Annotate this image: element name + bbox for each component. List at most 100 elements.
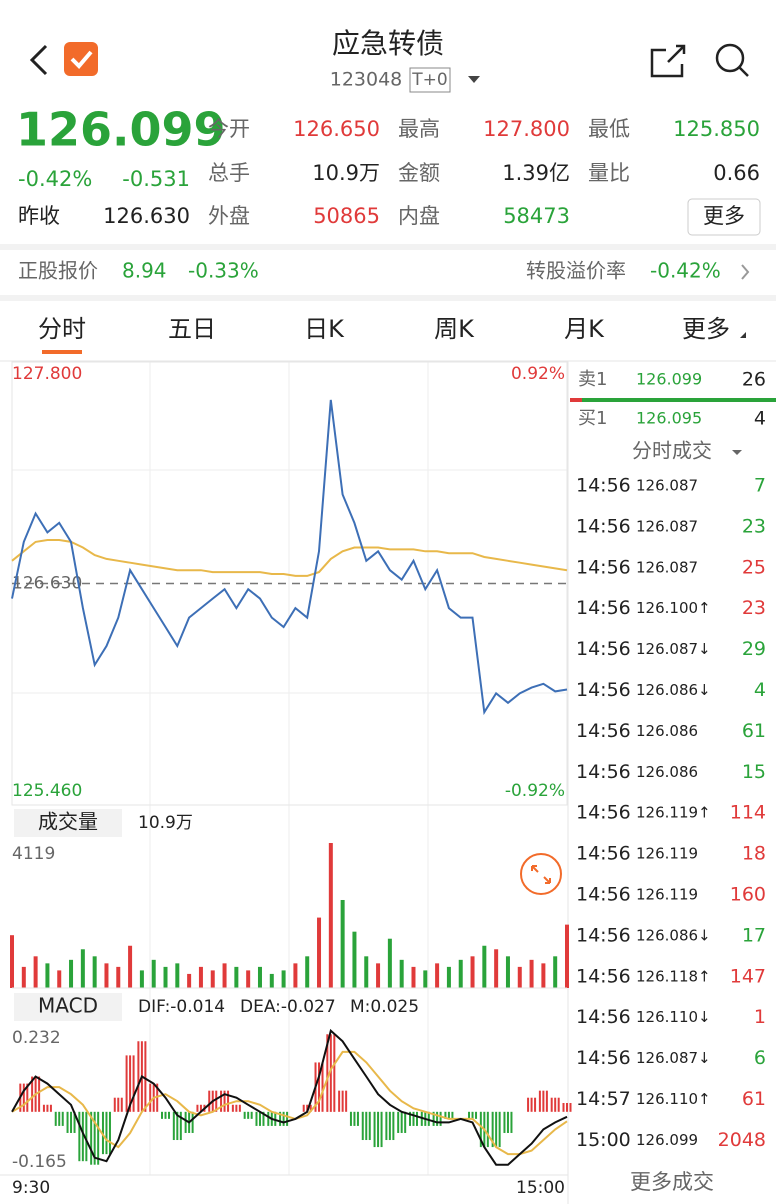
- expand-button[interactable]: [520, 853, 562, 895]
- field-value: 126.650: [293, 117, 380, 141]
- volume-bar: [10, 935, 14, 988]
- trade-price: 126.086↓: [636, 681, 711, 699]
- volume-bar: [151, 959, 156, 988]
- trade-qty: 1: [754, 1006, 766, 1028]
- more-button[interactable]: [687, 198, 761, 236]
- field-value: 10.9万: [312, 161, 380, 185]
- volume-bar: [246, 970, 251, 988]
- trade-price: 126.118↑: [636, 967, 711, 985]
- change-pct: -0.42%: [18, 167, 92, 191]
- more-button-label: 更多: [703, 204, 745, 228]
- volume-bar: [399, 959, 404, 988]
- trade-time: 14:56: [576, 965, 631, 987]
- trade-qty: 61: [742, 720, 766, 742]
- volume-bar: [458, 959, 463, 988]
- trade-qty: 160: [730, 884, 766, 906]
- y-tick-label: 4119: [12, 844, 55, 864]
- app-icon: [64, 42, 98, 76]
- volume-bar: [139, 970, 144, 988]
- dea-label: DEA:-0.027: [240, 997, 336, 1017]
- chevron[interactable]: [741, 264, 750, 280]
- tab-underline: [42, 350, 82, 354]
- badge: T+0: [411, 70, 447, 90]
- field-value: 50865: [313, 204, 380, 228]
- volume-bar: [175, 963, 180, 988]
- volume-label: 成交量: [38, 810, 98, 834]
- divider: [0, 295, 776, 301]
- trades-title: 分时成交: [632, 439, 712, 463]
- stock-label: 正股报价: [18, 259, 98, 283]
- trade-price: 126.099: [636, 1131, 698, 1149]
- trade-qty: 61: [742, 1088, 766, 1110]
- trade-time: 14:56: [576, 515, 631, 537]
- price-line: [11, 399, 568, 716]
- trade-qty: 15: [742, 761, 766, 783]
- field-label: 内盘: [398, 204, 440, 228]
- field-label: 最高: [398, 117, 440, 141]
- back-button[interactable]: [29, 44, 48, 76]
- field-label: 金额: [398, 161, 440, 185]
- book-label: 买1: [578, 408, 607, 429]
- trade-time: 14:57: [576, 1088, 631, 1110]
- trade-time: 15:00: [576, 1129, 631, 1151]
- field-value: 127.800: [483, 117, 570, 141]
- volume-bar: [376, 963, 381, 988]
- volume-bar: [446, 966, 451, 988]
- volume-bar: [517, 966, 522, 988]
- y2-tick-label: 0.92%: [511, 364, 565, 384]
- time-label: 9:30: [12, 1178, 50, 1198]
- volume-bar: [257, 966, 262, 988]
- field-label: 总手: [208, 161, 250, 185]
- trade-time: 14:56: [576, 720, 631, 742]
- y2-tick-label: -0.92%: [505, 781, 565, 801]
- volume-bar: [328, 843, 333, 988]
- book-qty: 4: [754, 408, 766, 430]
- volume-bar: [163, 966, 168, 988]
- search-button[interactable]: [715, 43, 749, 77]
- field-label: 量比: [588, 161, 630, 185]
- book-bar: [570, 398, 582, 402]
- trade-time: 14:56: [576, 638, 631, 660]
- tab: 周K: [434, 315, 475, 343]
- average-line: [11, 539, 568, 577]
- field-label: 今开: [208, 117, 250, 141]
- more-trades[interactable]: 更多成交: [630, 1170, 714, 1194]
- trade-price: 126.087: [636, 517, 698, 535]
- dif-line: [11, 1028, 568, 1166]
- trade-time: 14:56: [576, 597, 631, 619]
- trade-time: 14:56: [576, 802, 631, 824]
- volume-bar: [423, 970, 428, 988]
- volume-bar: [198, 966, 203, 988]
- volume-bar: [553, 956, 558, 988]
- trade-price: 126.086: [636, 722, 698, 740]
- volume-bar: [269, 973, 274, 988]
- y-tick-label: 126.630: [12, 574, 82, 594]
- volume-bar: [565, 924, 569, 988]
- tab: 更多: [682, 315, 730, 343]
- dropdown-icon[interactable]: [468, 76, 480, 83]
- title: 应急转债: [332, 27, 444, 60]
- volume-bar: [387, 938, 392, 988]
- trades-dropdown[interactable]: [732, 450, 742, 455]
- trade-qty: 18: [742, 843, 766, 865]
- trade-qty: 6: [754, 1047, 766, 1069]
- trade-qty: 147: [730, 965, 766, 987]
- tab: 五日: [168, 315, 216, 343]
- trade-qty: 23: [742, 597, 766, 619]
- code: 123048: [330, 69, 403, 91]
- time-label: 15:00: [516, 1178, 565, 1198]
- trade-qty: 17: [742, 924, 766, 946]
- share-button[interactable]: [650, 44, 686, 78]
- volume-bar: [210, 970, 215, 988]
- volume-bar: [21, 966, 26, 988]
- volume-bar: [187, 973, 192, 988]
- trade-time: 14:56: [576, 1006, 631, 1028]
- volume-bar: [80, 949, 85, 988]
- prev-close: 126.630: [103, 204, 190, 228]
- tab: 月K: [564, 315, 605, 343]
- label-box: [14, 809, 122, 837]
- trade-price: 126.087↓: [636, 1049, 711, 1067]
- volume-bar: [340, 899, 345, 988]
- label-box: [14, 993, 122, 1021]
